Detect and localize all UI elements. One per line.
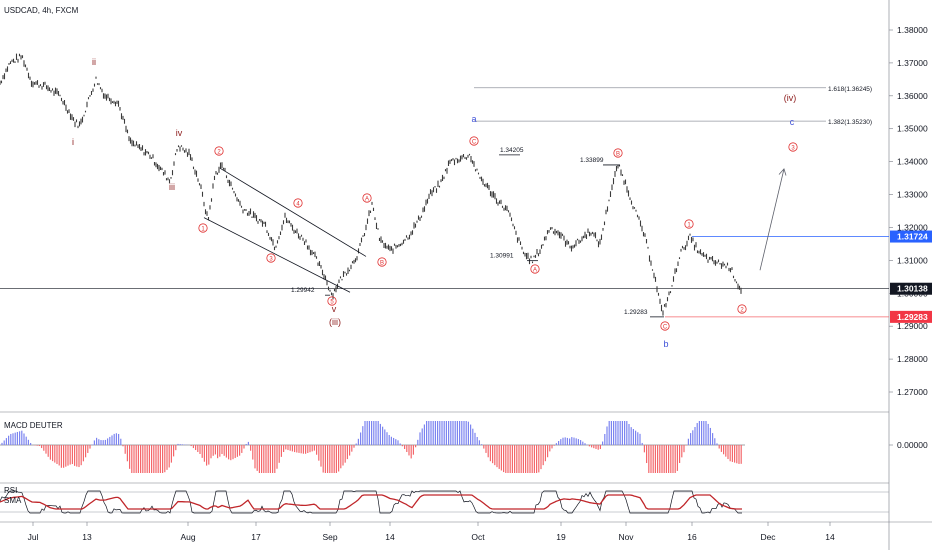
wave-circle-marker: [788, 142, 798, 152]
wave-label: iv: [176, 128, 183, 138]
wave-label: i: [72, 137, 74, 147]
symbol-title[interactable]: USDCAD, 4h, FXCM: [4, 6, 79, 15]
candle-bars[interactable]: [0, 53, 742, 316]
wave-circle-label: 1: [687, 222, 691, 228]
wave-circle-label: 4: [296, 201, 300, 207]
wave-circle-marker: [327, 296, 337, 306]
forecast-arrow-line[interactable]: [759, 168, 785, 271]
wave-circle-marker: [660, 321, 670, 331]
price-axis[interactable]: 1.38000 1.37000 1.36000 1.35000 1.34000 1.330…: [889, 25, 928, 397]
time-tick-label: Sep: [322, 532, 337, 542]
time-tick-label: Jul: [28, 532, 39, 542]
time-tick-label: 19: [556, 532, 566, 542]
wave-circle-marker: [214, 146, 224, 156]
price-badge: [890, 282, 932, 295]
wave-label: ii: [92, 57, 96, 67]
fib-level-label: 1.618(1.36245): [828, 86, 872, 93]
arrow-head-icon: [778, 168, 787, 176]
sma-title[interactable]: SMA: [4, 496, 22, 505]
wave-circle-marker: [293, 198, 303, 208]
macd-tick-label: 0.00000: [897, 440, 928, 450]
fib-level-label: 1.382(1.35230): [828, 119, 872, 126]
wave-circle-marker: [266, 253, 276, 263]
channel-lower-line[interactable]: [203, 217, 351, 293]
price-tick-label: 1.27000: [897, 387, 928, 397]
wave-circle-label: B: [616, 151, 620, 157]
wave-circle-label: C: [472, 139, 477, 145]
price-tick-label: 1.34000: [897, 157, 928, 167]
wave-circle-label: 1: [201, 226, 205, 232]
price-label: 1.33899: [580, 157, 604, 164]
macd-title[interactable]: MACD DEUTER: [4, 421, 63, 430]
time-tick-label: Dec: [760, 532, 776, 542]
wave-label: a: [471, 114, 476, 124]
wave-label: (iv): [784, 93, 797, 103]
wave-circle-marker: [530, 264, 540, 274]
wave-label: iii: [169, 182, 175, 192]
price-tick-label: 1.37000: [897, 58, 928, 68]
wave-circle-label: 2: [217, 149, 221, 155]
rsi-line[interactable]: [0, 490, 742, 514]
time-tick-label: 17: [251, 532, 261, 542]
macd-pane[interactable]: 0.00000: [0, 421, 928, 473]
time-tick-label: 14: [385, 532, 395, 542]
time-tick-label: 14: [825, 532, 835, 542]
wave-label: (iii): [329, 317, 341, 327]
time-tick-label: Nov: [618, 532, 634, 542]
wave-circle-label: A: [533, 267, 537, 273]
wave-label: c: [790, 117, 795, 127]
price-tick-label: 1.35000: [897, 124, 928, 134]
wave-label: b: [663, 339, 668, 349]
time-axis[interactable]: Jul 13 Aug 17 Sep 14 Oct 19 Nov 16 Dec 14: [28, 522, 835, 542]
price-label: 1.34205: [500, 147, 524, 154]
rsi-title[interactable]: RSI: [4, 486, 18, 495]
price-badge: [890, 230, 932, 243]
wave-circle-marker: [362, 193, 372, 203]
fib-extension[interactable]: 1.618(1.36245) 1.382(1.35230): [474, 86, 872, 126]
price-label: 1.30991: [490, 253, 514, 260]
wave-circle-marker: [613, 148, 623, 158]
price-label: 1.29283: [624, 309, 648, 316]
sma-line[interactable]: [0, 494, 742, 510]
wave-circle-marker: [198, 223, 208, 233]
price-series[interactable]: [0, 53, 742, 316]
price-tick-label: 1.32000: [897, 222, 928, 232]
time-tick-label: 13: [82, 532, 92, 542]
rsi-pane[interactable]: [0, 490, 889, 514]
wave-circle-marker: [737, 304, 747, 314]
wave-circle-label: C: [663, 324, 668, 330]
wave-circle-marker: [377, 257, 387, 267]
price-tick-label: 1.38000: [897, 25, 928, 35]
time-tick-label: Aug: [180, 532, 195, 542]
time-tick-label: 16: [687, 532, 697, 542]
wave-circle-marker: [469, 136, 479, 146]
wave-circle-label: A: [365, 196, 369, 202]
wave-circle-label: 3: [269, 256, 273, 262]
wave-circle-label: B: [380, 260, 384, 266]
price-badge: [890, 310, 932, 323]
price-tick-label: 1.31000: [897, 255, 928, 265]
price-label: 1.29942: [291, 287, 315, 294]
wave-circle-marker: [684, 219, 694, 229]
price-tick-label: 1.33000: [897, 190, 928, 200]
price-badges: 1.31724 1.30138 1.29283: [890, 230, 932, 323]
drawings[interactable]: 1.29942 1.34205 1.30991 1.33899 1.29283: [203, 147, 787, 318]
price-tick-label: 1.28000: [897, 354, 928, 364]
wave-label: v: [332, 304, 337, 314]
channel-upper-line[interactable]: [219, 167, 367, 257]
price-tick-label: 1.36000: [897, 91, 928, 101]
price-badge-label: 1.31724: [897, 232, 928, 242]
wave-circle-label: 3: [791, 145, 795, 151]
wave-circle-label: 5: [330, 299, 334, 305]
wave-circle-label: 2: [740, 307, 744, 313]
time-tick-label: Oct: [471, 532, 485, 542]
price-tick-label: 1.29000: [897, 321, 928, 331]
price-badge-label: 1.29283: [897, 312, 928, 322]
price-badge-label: 1.30138: [897, 284, 928, 294]
horizontal-lines[interactable]: [0, 236, 889, 318]
